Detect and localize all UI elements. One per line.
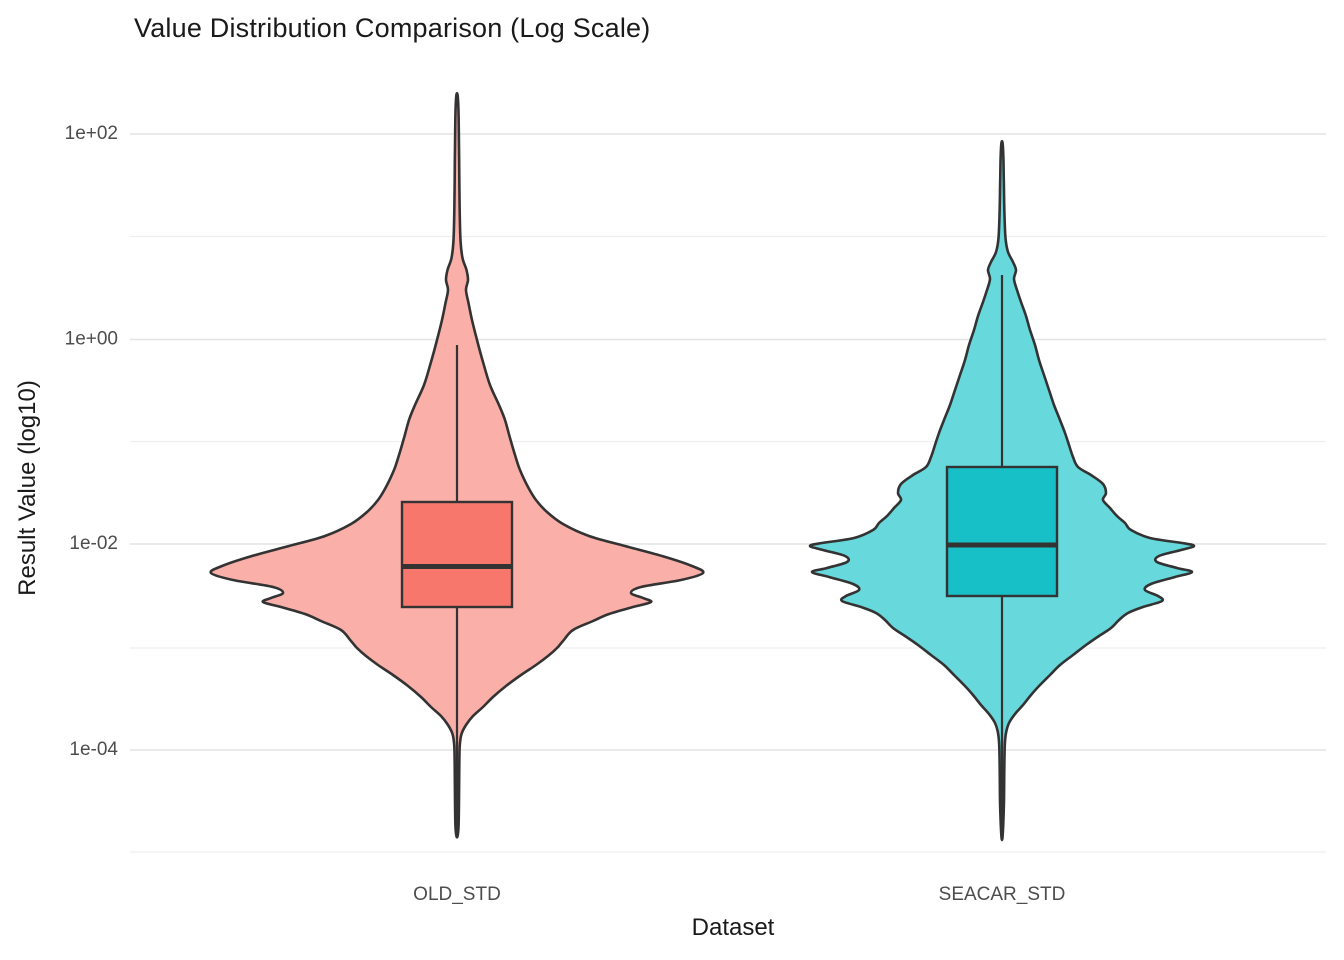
x-category-label: OLD_STD bbox=[413, 884, 501, 905]
y-axis-title: Result Value (log10) bbox=[14, 380, 41, 596]
y-tick-label: 1e-02 bbox=[69, 533, 118, 554]
y-tick-label: 1e+02 bbox=[65, 123, 118, 144]
y-tick-label: 1e-04 bbox=[69, 739, 118, 760]
chart-title: Value Distribution Comparison (Log Scale… bbox=[134, 13, 651, 43]
box-seacar-std bbox=[945, 465, 1059, 598]
x-category-label: SEACAR_STD bbox=[939, 884, 1066, 905]
box-old-std bbox=[400, 500, 514, 609]
x-axis-title: Dataset bbox=[691, 914, 775, 941]
y-tick-label: 1e+00 bbox=[65, 329, 118, 350]
